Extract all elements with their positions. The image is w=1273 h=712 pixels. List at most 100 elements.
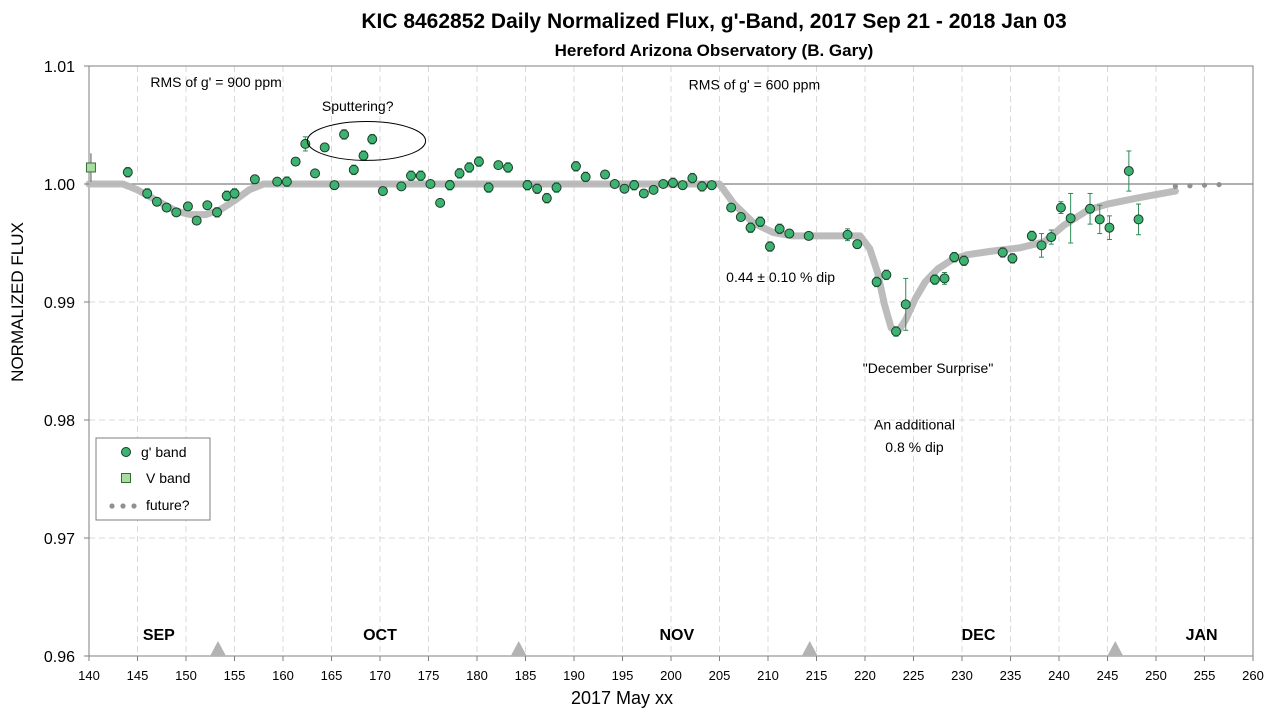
x-tick-label: 140 [78, 668, 100, 683]
g-band-point [202, 200, 213, 211]
g-band-point [377, 186, 388, 197]
g-band-point [658, 179, 669, 189]
g-band-point [755, 216, 766, 227]
g-band-point [1133, 214, 1144, 225]
annotation-rms-right: RMS of g' = 600 ppm [689, 77, 820, 93]
g-band-point [435, 197, 446, 208]
month-label: OCT [363, 627, 397, 644]
g-band-point [745, 222, 756, 233]
annotation-additional-2: 0.8 % dip [885, 439, 944, 455]
future-dot [1187, 183, 1193, 189]
g-band-point [396, 181, 407, 192]
y-axis-label: NORMALIZED FLUX [8, 222, 27, 382]
y-tick-label: 0.96 [44, 649, 75, 666]
g-band-point [1085, 203, 1096, 214]
g-band-point [1036, 240, 1047, 251]
g-band-point [444, 180, 455, 191]
g-band-point [348, 164, 359, 175]
g-band-point [464, 162, 475, 173]
g-band-point [949, 252, 960, 263]
legend-g-label: g' band [141, 444, 187, 460]
g-band-point [687, 173, 698, 184]
g-band-point [493, 160, 504, 171]
g-band-point [570, 161, 581, 172]
g-band-point [1065, 213, 1076, 224]
month-labels: SEP OCT NOV DEC JAN [143, 627, 1218, 644]
x-tick-label: 150 [175, 668, 197, 683]
error-bars [90, 129, 1142, 337]
x-tick-label: 165 [321, 668, 343, 683]
month-label: SEP [143, 627, 175, 644]
g-band-point [329, 180, 340, 191]
legend-future-dot [131, 503, 137, 509]
g-band-point [619, 183, 630, 194]
g-band-point [784, 228, 795, 239]
y-tick-label: 0.97 [44, 531, 75, 548]
g-band-point [600, 169, 611, 180]
g-band-point [551, 182, 562, 193]
x-tick-label: 220 [854, 668, 876, 683]
g-band-point [1055, 202, 1066, 213]
g-band-point [367, 134, 378, 145]
g-band-point [891, 326, 902, 337]
g-band-point [697, 181, 708, 192]
g-band-point [171, 207, 182, 218]
g-band-point [358, 150, 369, 161]
x-tick-label: 195 [612, 668, 634, 683]
g-band-point [881, 269, 892, 280]
g-band-point [212, 207, 223, 218]
g-band-point [580, 171, 591, 182]
annotation-rms-left: RMS of g' = 900 ppm [150, 74, 281, 90]
legend-future-label: future? [146, 497, 190, 513]
future-dots [1172, 181, 1222, 189]
g-band-point [997, 247, 1008, 258]
sputtering-ellipse [306, 120, 427, 161]
annotation-additional-1: An additional [874, 416, 955, 432]
g-band-point [803, 230, 814, 241]
x-tick-label: 250 [1145, 668, 1167, 683]
legend: g' band V band future? [95, 437, 211, 521]
x-tick-label: 170 [369, 668, 391, 683]
g-band-point [122, 167, 133, 178]
g-band-point [290, 156, 301, 167]
g-band-point [735, 212, 746, 223]
x-tick-label: 255 [1194, 668, 1216, 683]
x-tick-label: 260 [1242, 668, 1264, 683]
g-band-point [249, 174, 260, 185]
model-curve [85, 180, 1179, 335]
grid [89, 66, 1253, 656]
g-band-point [929, 274, 940, 285]
g-band-point [958, 255, 969, 266]
y-tick-label: 0.99 [44, 295, 75, 312]
x-tick-label: 215 [806, 668, 828, 683]
g-band-point [939, 273, 950, 284]
x-tick-label: 235 [1000, 668, 1022, 683]
g-band-point [522, 180, 533, 191]
g-band-point [1026, 230, 1037, 241]
month-boundary-marker [210, 641, 227, 656]
g-band-point [609, 179, 620, 189]
g-band-point [677, 180, 688, 191]
g-band-point [764, 241, 775, 252]
g-band-point [161, 202, 172, 213]
x-tick-label: 145 [127, 668, 149, 683]
future-dot [1216, 181, 1222, 188]
g-band-point [541, 193, 552, 204]
g-band-point [142, 188, 153, 199]
x-tick-label: 210 [757, 668, 779, 683]
g-band-point [415, 170, 426, 181]
month-markers [210, 641, 1124, 656]
y-tick-labels: 0.96 0.97 0.98 0.99 1.00 1.01 [44, 59, 89, 666]
month-boundary-marker [510, 641, 527, 656]
g-band-point [667, 177, 678, 188]
g-band-point [503, 162, 514, 173]
month-label: DEC [962, 627, 996, 644]
g-band-point [319, 142, 330, 153]
g-band-point [151, 196, 162, 207]
chart-subtitle: Hereford Arizona Observatory (B. Gary) [555, 41, 874, 60]
g-band-point [310, 168, 321, 179]
g-band-point [900, 299, 911, 310]
g-band-point [339, 129, 350, 140]
g-band-point [852, 239, 863, 250]
annotation-december-surprise: "December Surprise" [863, 360, 994, 376]
